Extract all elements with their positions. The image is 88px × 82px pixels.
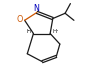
Text: ·: ·	[26, 27, 29, 36]
Text: ·: ·	[55, 27, 57, 36]
Text: N: N	[34, 4, 39, 13]
Text: O: O	[17, 15, 23, 24]
Text: H: H	[27, 29, 31, 34]
Text: H: H	[53, 29, 57, 34]
